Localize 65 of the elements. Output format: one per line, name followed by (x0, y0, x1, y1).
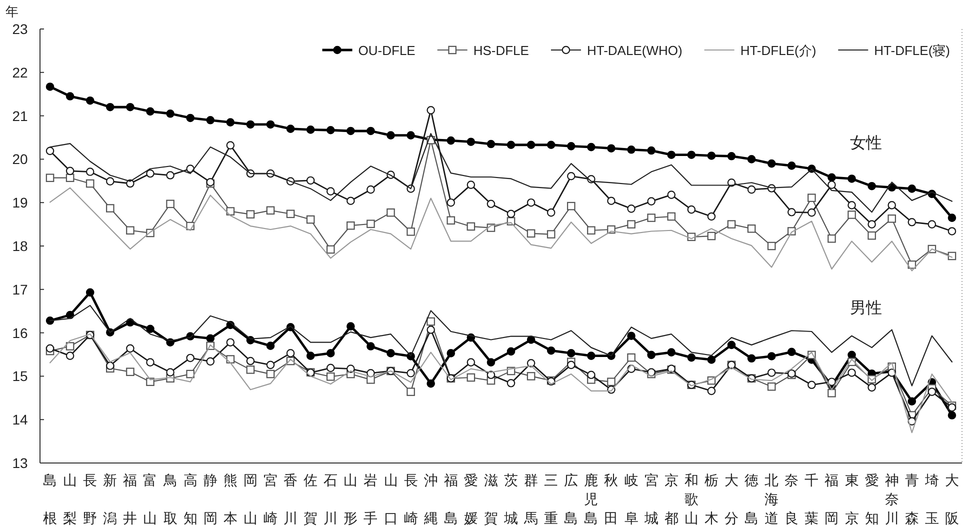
category-label: 静岡 (203, 472, 218, 526)
category-label: 佐賀 (304, 472, 318, 526)
category-label: 徳島 (744, 472, 759, 526)
category-label: 東京 (844, 472, 859, 526)
category-label: 千葉 (804, 472, 819, 526)
category-label: 秋田 (604, 472, 618, 526)
category-label: 愛媛 (464, 472, 478, 526)
legend-label: HS-DFLE (473, 43, 530, 58)
category-label: 群馬 (524, 472, 538, 526)
category-label: 石川 (324, 472, 338, 526)
x-tick-label: 鹿児島 (584, 472, 598, 526)
category-label: 山口 (384, 472, 398, 526)
legend-label: HT-DFLE(介) (740, 43, 816, 58)
category-label: 富山 (143, 472, 158, 526)
category-label: 茨城 (504, 472, 518, 526)
category-label: 島根 (43, 472, 58, 526)
category-label: 大阪 (944, 472, 959, 526)
y-tick-label: 23 (12, 21, 28, 37)
category-label: 宮崎 (264, 472, 278, 526)
category-label: 新潟 (103, 472, 118, 526)
x-tick-label: 北海道 (764, 472, 779, 526)
category-label: 滋賀 (484, 472, 498, 526)
legend-label: OU-DFLE (358, 43, 416, 58)
category-label: 宮城 (644, 472, 658, 526)
category-label: 長崎 (404, 472, 418, 526)
x-tick-label: 和歌山 (684, 472, 698, 526)
y-tick-label: 17 (12, 281, 28, 298)
legend-label: HT-DALE(WHO) (586, 43, 682, 58)
y-tick-label: 22 (12, 64, 28, 80)
category-label: 長野 (83, 472, 98, 526)
category-label: 岐阜 (624, 472, 638, 526)
y-tick-label: 21 (12, 108, 28, 124)
legend-label: HT-DFLE(寝) (874, 43, 950, 58)
category-label: 山梨 (63, 472, 78, 526)
y-tick-label: 20 (12, 151, 28, 168)
category-label: 熊本 (223, 472, 238, 526)
category-label: 栃木 (704, 472, 718, 526)
x-tick-label: 神奈川 (884, 472, 899, 526)
category-label: 鳥取 (163, 472, 178, 526)
y-tick-label: 19 (12, 194, 28, 211)
category-label: 山形 (344, 472, 358, 526)
y-tick-label: 18 (12, 238, 28, 254)
category-label: 大分 (724, 472, 738, 526)
category-label: 福井 (123, 472, 138, 526)
y-tick-label: 15 (12, 368, 28, 384)
category-label: 岡山 (243, 472, 258, 526)
category-label: 福島 (444, 472, 458, 526)
y-tick-label: 13 (12, 455, 28, 471)
annotation: 女性 (850, 135, 882, 152)
y-tick-label: 14 (12, 412, 28, 428)
category-label: 三重 (544, 472, 558, 526)
category-label: 愛知 (864, 472, 879, 526)
y-axis-title: 年 (6, 4, 18, 19)
annotation: 男性 (850, 300, 882, 317)
category-label: 高知 (183, 472, 198, 526)
category-label: 奈良 (784, 472, 799, 526)
y-tick-label: 16 (12, 324, 28, 341)
category-label: 広島 (564, 472, 578, 526)
category-label: 青森 (904, 472, 919, 526)
category-label: 埼玉 (924, 472, 939, 526)
category-label: 京都 (664, 472, 678, 526)
category-label: 岩手 (364, 472, 378, 526)
category-label: 沖縄 (424, 472, 438, 526)
category-label: 福岡 (824, 472, 839, 526)
category-label: 香川 (284, 472, 298, 526)
